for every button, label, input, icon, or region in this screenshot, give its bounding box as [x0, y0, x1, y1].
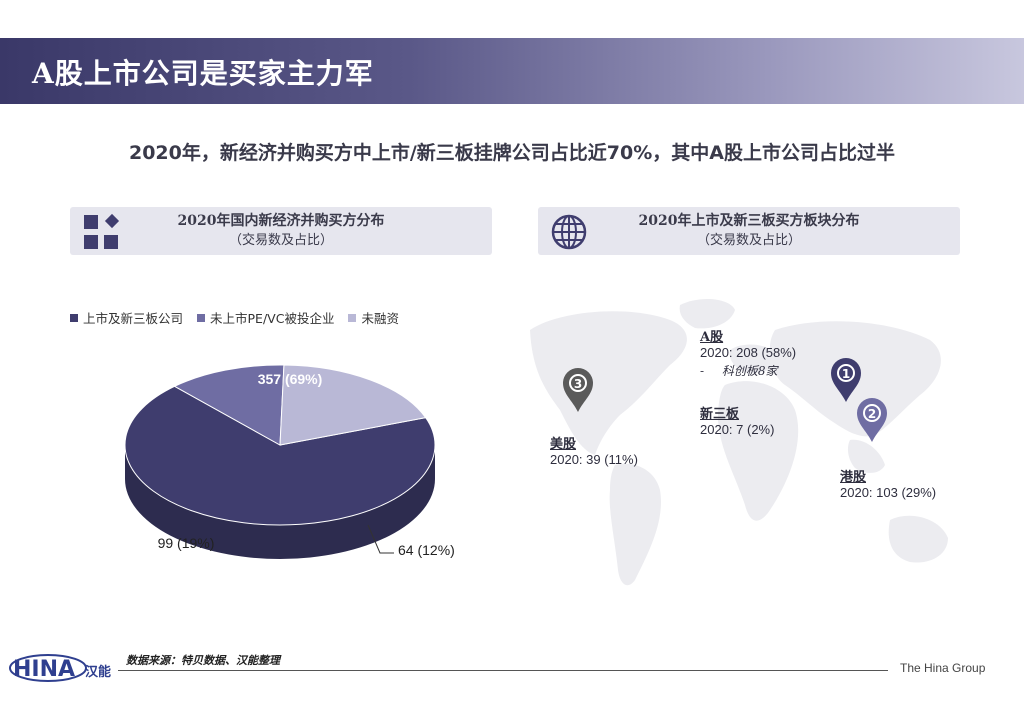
- footer-brand: The Hina Group: [900, 661, 986, 675]
- right-panel-title: 2020年上市及新三板买方板块分布: [638, 213, 860, 229]
- pie-slice-2: [279, 364, 427, 446]
- data-label-0: 357 (69%): [258, 371, 323, 387]
- data-label-2: 99 (19%): [158, 535, 215, 551]
- pie-slice-0: [124, 385, 436, 526]
- left-panel-title: 2020年国内新经济并购买方分布: [177, 213, 385, 229]
- hk-name: 港股: [840, 470, 867, 485]
- legend-item-listed: 上市及新三板公司: [70, 308, 183, 327]
- map-pin-1: 1: [831, 358, 861, 402]
- a-share-note-dash: -: [700, 364, 705, 378]
- map-label-hk: 港股 2020: 103 (29%): [840, 466, 936, 500]
- logo-text: HINA: [13, 657, 75, 682]
- data-source: 数据来源：特贝数据、汉能整理: [126, 654, 280, 667]
- legend-item-unfunded: 未融资: [348, 308, 399, 327]
- chart-legend: 上市及新三板公司 未上市PE/VC被投企业 未融资: [70, 308, 399, 327]
- grid-icon: [84, 213, 120, 249]
- right-panel-subtitle: （交易数及占比）: [696, 233, 801, 248]
- page-subtitle: 2020年，新经济并购买方中上市/新三板挂牌公司占比近70%，其中A股上市公司占…: [128, 142, 895, 164]
- map-label-a-share: A股 2020: 208 (58%) - 科创板8家: [700, 326, 796, 379]
- a-share-value: 2020: 208 (58%): [700, 345, 797, 360]
- leader-line: [367, 524, 394, 554]
- pie-side-0: [125, 445, 435, 559]
- map-pin-2: 2: [857, 398, 887, 442]
- world-map: [530, 298, 948, 586]
- legend-item-pe-vc: 未上市PE/VC被投企业: [197, 308, 334, 327]
- map-label-us: 美股 2020: 39 (11%): [550, 433, 638, 467]
- left-panel-subtitle: （交易数及占比）: [228, 233, 333, 248]
- a-share-name: A股: [700, 330, 724, 345]
- left-panel-header: 2020年国内新经济并购买方分布 （交易数及占比）: [70, 207, 492, 255]
- us-value: 2020: 39 (11%): [550, 452, 638, 467]
- footer-divider: [118, 670, 888, 671]
- hina-logo: HINA 汉能: [9, 654, 111, 682]
- neeq-name: 新三板: [700, 407, 740, 422]
- hk-value: 2020: 103 (29%): [840, 485, 937, 500]
- legend-label: 未上市PE/VC被投企业: [210, 311, 335, 326]
- map-pin-3: 3: [563, 368, 593, 412]
- page-title: A股上市公司是买家主力军: [32, 57, 374, 90]
- data-label-1: 64 (12%): [398, 542, 455, 558]
- globe-icon: [551, 214, 587, 250]
- a-share-note: 科创板8家: [721, 364, 778, 378]
- legend-label: 上市及新三板公司: [83, 311, 184, 326]
- map-label-neeq: 新三板 2020: 7 (2%): [700, 403, 774, 437]
- legend-swatch: [197, 313, 206, 322]
- right-panel-header: 2020年上市及新三板买方板块分布 （交易数及占比）: [538, 207, 960, 255]
- pie-slice-1: [173, 364, 285, 446]
- neeq-value: 2020: 7 (2%): [700, 422, 775, 437]
- legend-label: 未融资: [361, 311, 399, 326]
- header-banner: [0, 38, 1024, 104]
- pin-number: 3: [574, 377, 582, 391]
- logo-cn: 汉能: [85, 664, 111, 680]
- pin-number: 1: [842, 367, 850, 381]
- legend-swatch: [70, 313, 78, 322]
- pin-number: 2: [868, 407, 876, 421]
- legend-swatch: [348, 313, 357, 322]
- us-name: 美股: [550, 437, 577, 452]
